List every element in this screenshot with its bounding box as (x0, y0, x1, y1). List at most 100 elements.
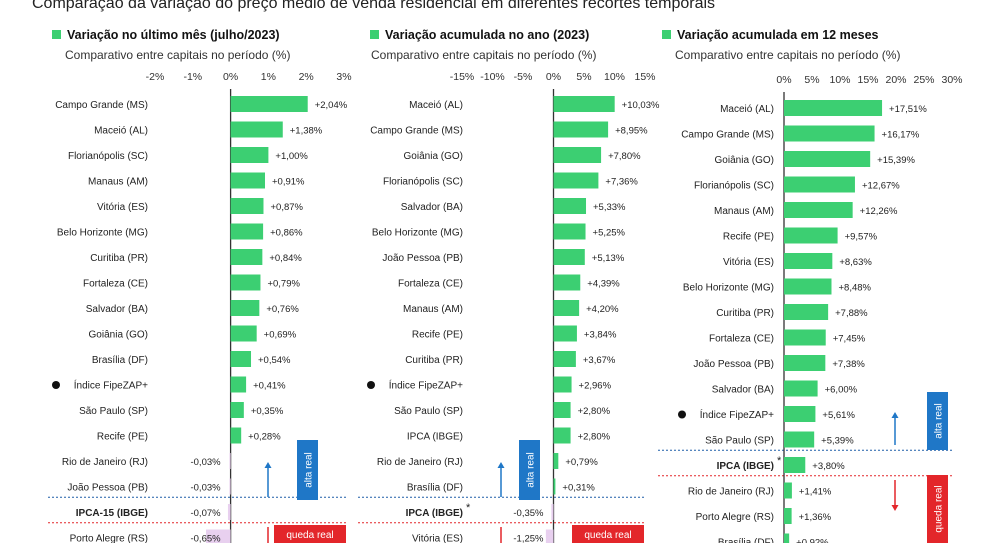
chart1-bar (229, 453, 231, 469)
chart2-bar (551, 504, 554, 520)
chart3-tick-label: 20% (885, 74, 906, 86)
chart2-bar (553, 427, 571, 444)
chart1-value-label: -0,07% (190, 508, 221, 519)
chart1-value-label: +0,35% (251, 406, 284, 417)
chart2-category-label: Fortaleza (CE) (398, 279, 463, 290)
chart3-tick-label: 30% (941, 74, 962, 86)
chart3-category-label: Vitória (ES) (723, 257, 774, 268)
chart2-value-label: +7,36% (605, 177, 638, 188)
chart1-queda-real-label: queda real (286, 530, 333, 541)
chart2-value-label: -0,35% (513, 508, 544, 519)
chart2-tick-label: -15% (450, 71, 475, 83)
chart1-value-label: +0,54% (258, 355, 291, 366)
chart2-bar (553, 453, 559, 469)
chart3-bar (784, 508, 792, 524)
chart3-value-label: +7,38% (832, 359, 865, 370)
chart3-category-label: Salvador (BA) (712, 385, 774, 396)
chart1-up-arrow-head (264, 462, 272, 468)
chart3-index-dot (678, 410, 686, 419)
chart2-category-label: Curitiba (PR) (405, 355, 463, 366)
chart2-queda-real-box (572, 525, 644, 543)
chart1-bar (230, 121, 283, 138)
chart1-tick-label: 1% (261, 71, 276, 83)
chart1-bar (206, 529, 231, 543)
chart2-category-label: São Paulo (SP) (394, 406, 463, 417)
chart2-value-label: +0,31% (562, 483, 595, 494)
chart3-queda-real-box (927, 475, 948, 543)
chart3-value-label: +15,39% (877, 155, 915, 166)
chart2-category-label: Brasília (DF) (407, 483, 463, 494)
chart2-value-label: +2,96% (579, 381, 612, 392)
chart1-bar (230, 376, 247, 393)
chart1-value-label: +2,04% (315, 100, 348, 111)
chart3-category-label: Fortaleza (CE) (709, 334, 774, 345)
chart2-bar (553, 198, 587, 214)
chart3-category-label: Índice FipeZAP+ (700, 408, 774, 421)
chart3-alta-real-label: alta real (934, 403, 945, 439)
chart2-value-label: +4,39% (587, 279, 620, 290)
chart1-value-label: +0,76% (266, 304, 299, 315)
chart1-category-label: Salvador (BA) (86, 304, 148, 315)
chart2-bar (553, 96, 615, 112)
chart3-value-label: +9,57% (845, 232, 878, 243)
chart3-bar (784, 329, 826, 346)
chart3-value-label: +3,80% (812, 461, 845, 472)
chart2-category-label: Manaus (AM) (403, 304, 463, 315)
chart3-category-label: Manaus (AM) (714, 206, 774, 217)
chart2-bar (553, 376, 572, 393)
chart1-value-label: +0,41% (253, 381, 286, 392)
chart1-category-label: Goiânia (GO) (89, 330, 148, 341)
chart1-category-label: Porto Alegre (RS) (70, 534, 148, 543)
chart1-tick-label: 0% (223, 71, 238, 83)
chart1-value-label: +0,86% (270, 228, 303, 239)
chart1-category-label: Belo Horizonte (MG) (57, 228, 148, 239)
chart1-tick-label: -1% (183, 71, 202, 83)
chart2-value-label: +8,95% (615, 126, 648, 137)
chart2-category-label: João Pessoa (PB) (382, 253, 463, 264)
chart3-value-label: +8,63% (839, 257, 872, 268)
chart1-bar (230, 172, 265, 189)
chart2-subtitle: Comparativo entre capitais no período (%… (371, 48, 597, 62)
chart1-value-label: +1,38% (290, 126, 323, 137)
chart2-tick-label: 5% (576, 71, 591, 83)
chart2-bar (553, 249, 585, 265)
chart3-bar (784, 533, 790, 543)
chart2-bar (553, 121, 609, 138)
chart1-title-text: Variação no último mês (julho/2023) (67, 28, 280, 42)
chart1-bar (230, 300, 260, 316)
chart3-category-label: São Paulo (SP) (705, 436, 774, 447)
chart1-tick-label: 2% (299, 71, 314, 83)
chart2-alta-real-label: alta real (526, 452, 537, 488)
chart3-tick-label: 15% (857, 74, 878, 86)
chart1-bar (230, 223, 264, 240)
chart2-value-label: +10,03% (622, 100, 660, 111)
chart3-up-arrow-head (891, 412, 899, 418)
chart2-category-label: Vitória (ES) (412, 534, 463, 543)
chart2-up-arrow-head (497, 462, 505, 468)
chart2-category-label: Belo Horizonte (MG) (372, 228, 463, 239)
chart3-category-label: IPCA (IBGE) (717, 461, 774, 472)
chart1-title: Variação no último mês (julho/2023) (52, 28, 280, 42)
chart1-value-label: +0,84% (269, 253, 302, 264)
chart3-bar (784, 482, 792, 499)
chart1-queda-real-box (274, 525, 346, 543)
chart3-value-label: +1,36% (799, 512, 832, 523)
chart1-alta-real-label: alta real (304, 452, 315, 488)
chart1-bar (230, 427, 242, 444)
chart2-title-text: Variação acumulada no ano (2023) (385, 28, 590, 42)
chart2-value-label: +2,80% (578, 406, 611, 417)
chart2-title-square (370, 30, 379, 39)
chart2-bar (553, 172, 599, 189)
chart3-value-label: +12,67% (862, 181, 900, 192)
chart3-bar (784, 253, 833, 269)
chart2-alta-real-box (519, 440, 540, 500)
chart1-category-label: Recife (PE) (97, 432, 148, 443)
chart3-tick-label: 10% (829, 74, 850, 86)
chart3-category-label: Belo Horizonte (MG) (683, 283, 774, 294)
chart3-category-label: Campo Grande (MS) (681, 130, 774, 141)
chart3-category-label: Maceió (AL) (720, 104, 774, 115)
chart2-bar (553, 300, 580, 316)
chart1-category-label: Vitória (ES) (97, 202, 148, 213)
chart2-bar (553, 147, 602, 163)
chart3-category-label: Rio de Janeiro (RJ) (688, 487, 774, 498)
